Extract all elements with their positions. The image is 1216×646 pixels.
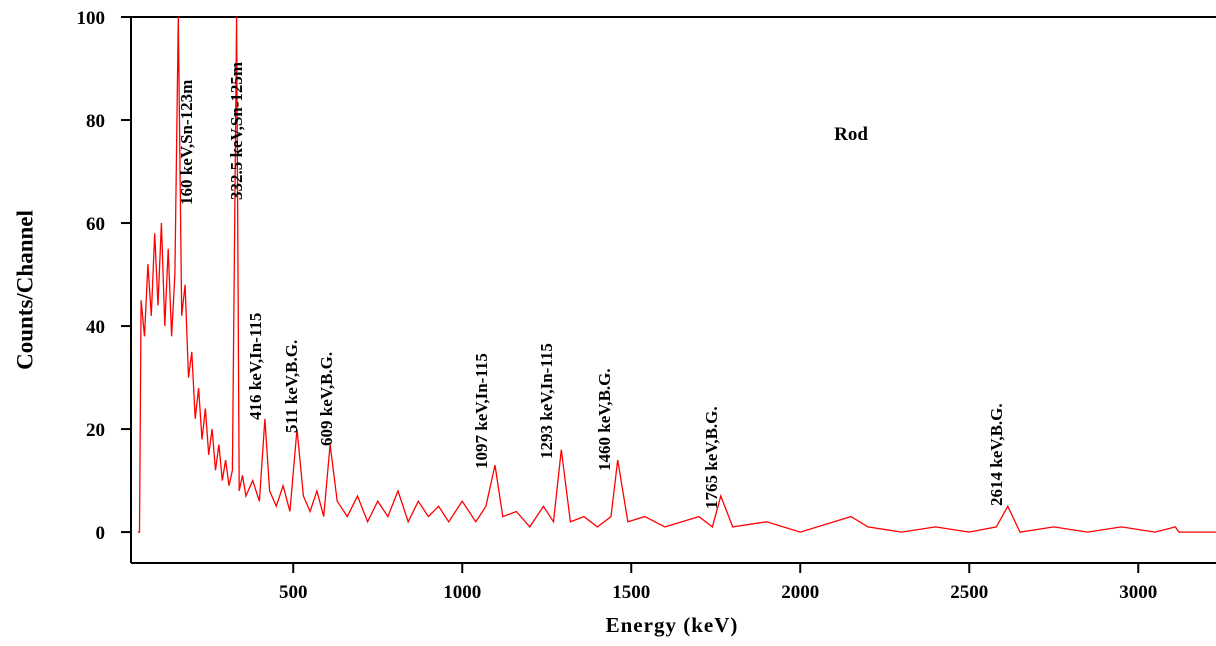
y-tick-label: 80 bbox=[86, 111, 105, 132]
x-tick-label: 2500 bbox=[950, 582, 988, 603]
y-tick-label: 60 bbox=[86, 214, 105, 235]
x-tick-label: 3000 bbox=[1119, 582, 1157, 603]
y-tick-label: 40 bbox=[86, 317, 105, 338]
annotation: 1460 keV,B.G. bbox=[595, 368, 614, 471]
annotation: 332.5 keV,Sn-125m bbox=[227, 62, 246, 200]
annotation: 609 keV,B.G. bbox=[317, 352, 336, 446]
annotation: 1765 keV,B.G. bbox=[702, 406, 721, 509]
x-tick-label: 2000 bbox=[781, 582, 819, 603]
annotation: 1293 keV,In-115 bbox=[537, 343, 556, 459]
x-axis-label: Energy (keV) bbox=[606, 613, 739, 637]
y-tick-label: 20 bbox=[86, 420, 105, 441]
y-tick-label: 100 bbox=[77, 8, 106, 29]
annotation: 2614 keV,B.G. bbox=[987, 403, 1006, 506]
series-label: Rod bbox=[834, 124, 868, 145]
spectrum-line bbox=[137, 17, 1216, 533]
annotation: 416 keV,In-115 bbox=[246, 313, 265, 420]
x-tick-label: 500 bbox=[279, 582, 308, 603]
y-axis-label: Counts/Channel bbox=[12, 210, 37, 370]
annotation: 160 keV,Sn-123m bbox=[177, 80, 196, 205]
y-tick-label: 0 bbox=[96, 523, 106, 544]
plot-area bbox=[137, 17, 1216, 533]
annotation: 511 keV,B.G. bbox=[282, 340, 301, 433]
x-tick-label: 1000 bbox=[443, 582, 481, 603]
x-tick-label: 1500 bbox=[612, 582, 650, 603]
annotation: 1097 keV,In-115 bbox=[472, 353, 491, 469]
